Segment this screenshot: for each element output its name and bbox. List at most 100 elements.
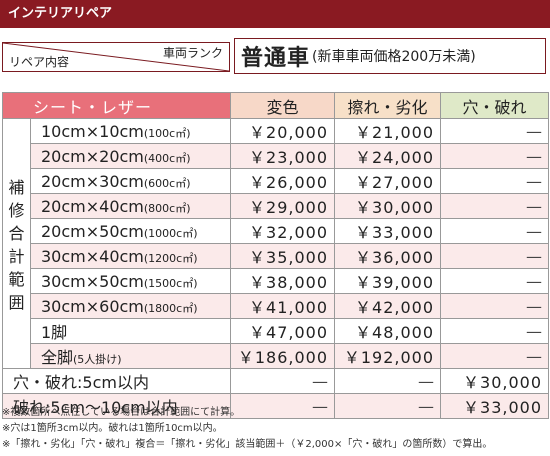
row-size-main: 30cm×50cm [41, 271, 144, 291]
price-hole-tear: — [440, 318, 550, 344]
price-wear: ￥42,000 [334, 293, 442, 319]
price-wear: ￥27,000 [334, 168, 442, 194]
price-hole-tear: — [440, 193, 550, 219]
table-header-row: シート・レザー 変色 擦れ・劣化 穴・破れ [1, 92, 550, 119]
price-hole-tear: ￥30,000 [440, 368, 550, 394]
price-discoloration: ￥47,000 [230, 318, 336, 344]
price-wear: ￥39,000 [334, 268, 442, 294]
price-table: シート・レザー 変色 擦れ・劣化 穴・破れ 補修合計範囲 10cm×10cm(10… [1, 92, 550, 419]
table-row: 20cm×50cm(1000c㎡) ￥32,000 ￥33,000— [3, 218, 550, 244]
rank-value-box: 普通車 (新車車両価格200万未満) [234, 38, 546, 74]
price-hole-tear: — [440, 168, 550, 194]
price-wear: ￥30,000 [334, 193, 442, 219]
page-title: インテリアリペア [8, 6, 113, 21]
price-discoloration: — [230, 368, 336, 394]
vehicle-rank-label: 車両ランク [162, 46, 223, 60]
price-wear: ￥24,000 [334, 143, 442, 169]
rank-label-box: 車両ランク リペア内容 [2, 42, 230, 72]
price-wear: ￥21,000 [334, 118, 442, 144]
price-wear: ￥48,000 [334, 318, 442, 344]
repair-range-side-label: 補修合計範囲 [2, 118, 31, 369]
price-wear: — [334, 393, 442, 419]
row-size-note: (1200c㎡) [143, 251, 198, 265]
row-size-note: (1500c㎡) [143, 276, 198, 290]
side-label-char: 補 [8, 177, 25, 197]
diagonal-divider [3, 43, 229, 71]
rank-value-main: 普通車 [241, 46, 311, 71]
price-discoloration: ￥32,000 [230, 218, 336, 244]
row-size-main: 30cm×60cm [41, 296, 144, 316]
price-discoloration: ￥23,000 [230, 143, 336, 169]
row-size-main: 全脚 [41, 348, 74, 367]
footnote: ※複数箇所へ点在している場合は合計範囲にて計算。 [2, 407, 241, 418]
row-size-label: 30cm×60cm(1800c㎡) [29, 293, 232, 319]
price-hole-tear: — [440, 143, 550, 169]
table-row: 全脚(5人掛け) ￥186,000 ￥192,000— [3, 343, 550, 369]
price-hole-tear: — [440, 218, 550, 244]
row-size-label: 30cm×40cm(1200c㎡) [29, 243, 232, 269]
table-row: 20cm×40cm(800c㎡) ￥29,000 ￥30,000— [3, 193, 550, 219]
price-discoloration: ￥41,000 [230, 293, 336, 319]
row-damage-label: 破れ:5cm～10cm以内 [1, 393, 232, 419]
table-body: 補修合計範囲 10cm×10cm(100c㎡) ￥20,000 ￥21,000—20c… [1, 118, 550, 419]
price-discoloration: ￥38,000 [230, 268, 336, 294]
footnotes: ※複数箇所へ点在している場合は合計範囲にて計算。 ※穴は1箇所3cm以内。破れは… [2, 405, 548, 453]
row-size-note: (800c㎡) [143, 201, 191, 215]
side-label-char: 範 [8, 269, 25, 289]
row-size-note: (100c㎡) [143, 126, 191, 140]
row-size-label: 20cm×50cm(1000c㎡) [29, 218, 232, 244]
footnote: ※穴は1箇所3cm以内。破れは1箇所10cm以内。 [2, 423, 223, 434]
row-size-label: 20cm×30cm(600c㎡) [29, 168, 232, 194]
side-label-char: 囲 [8, 292, 25, 312]
table-row: 穴・破れ:5cm以内 — — ￥30,000 [1, 368, 550, 394]
price-discoloration: ￥26,000 [230, 168, 336, 194]
price-discoloration: ￥35,000 [230, 243, 336, 269]
row-size-label: 全脚(5人掛け) [29, 343, 232, 369]
row-size-main: 20cm×40cm [41, 196, 144, 216]
row-size-note: (5人掛け) [73, 353, 122, 366]
row-damage-label: 穴・破れ:5cm以内 [1, 368, 232, 394]
price-wear: — [334, 368, 442, 394]
row-size-label: 10cm×10cm(100c㎡) [29, 118, 232, 144]
price-hole-tear: — [440, 243, 550, 269]
side-label-char: 修 [8, 200, 25, 220]
footnote: ※「擦れ・劣化」「穴・破れ」複合＝「擦れ・劣化」該当範囲＋（￥2,000×「穴・… [2, 439, 493, 450]
price-wear: ￥192,000 [334, 343, 442, 369]
price-discoloration: ￥29,000 [230, 193, 336, 219]
side-label-char: 計 [8, 246, 25, 266]
price-hole-tear: — [440, 118, 550, 144]
header-discoloration: 変色 [230, 92, 336, 119]
table-row: 30cm×50cm(1500c㎡) ￥38,000 ￥39,000— [3, 268, 550, 294]
header-wear: 擦れ・劣化 [334, 92, 442, 119]
row-size-main: 20cm×50cm [41, 221, 144, 241]
row-size-label: 1脚 [29, 318, 232, 344]
repair-content-label: リペア内容 [9, 55, 70, 69]
row-size-main: 30cm×40cm [41, 246, 144, 266]
table-row: 30cm×40cm(1200c㎡) ￥35,000 ￥36,000— [3, 243, 550, 269]
row-size-main: 20cm×30cm [41, 171, 144, 191]
row-size-label: 20cm×20cm(400c㎡) [29, 143, 232, 169]
table-row: 1脚 ￥47,000 ￥48,000— [3, 318, 550, 344]
row-size-main: 10cm×10cm [41, 121, 144, 141]
side-label-char: 合 [8, 223, 25, 243]
price-hole-tear: — [440, 293, 550, 319]
price-wear: ￥36,000 [334, 243, 442, 269]
header-hole-tear: 穴・破れ [440, 92, 550, 119]
row-size-main: 20cm×20cm [41, 146, 144, 166]
row-size-note: (400c㎡) [143, 151, 191, 165]
row-size-note: (1800c㎡) [143, 301, 198, 315]
price-discoloration: ￥20,000 [230, 118, 336, 144]
table-row: 30cm×60cm(1800c㎡) ￥41,000 ￥42,000— [3, 293, 550, 319]
price-hole-tear: ￥33,000 [440, 393, 550, 419]
rank-value-sub: (新車車両価格200万未満) [312, 49, 476, 65]
price-hole-tear: — [440, 268, 550, 294]
header-seat: シート・レザー [1, 92, 232, 119]
table-row: 20cm×30cm(600c㎡) ￥26,000 ￥27,000— [3, 168, 550, 194]
price-wear: ￥33,000 [334, 218, 442, 244]
row-size-note: (1000c㎡) [143, 226, 198, 240]
row-size-note: (600c㎡) [143, 176, 191, 190]
row-size-label: 30cm×50cm(1500c㎡) [29, 268, 232, 294]
table-row: 補修合計範囲 10cm×10cm(100c㎡) ￥20,000 ￥21,000— [2, 118, 550, 369]
price-discoloration: ￥186,000 [230, 343, 336, 369]
table-row: 20cm×20cm(400c㎡) ￥23,000 ￥24,000— [3, 143, 550, 169]
